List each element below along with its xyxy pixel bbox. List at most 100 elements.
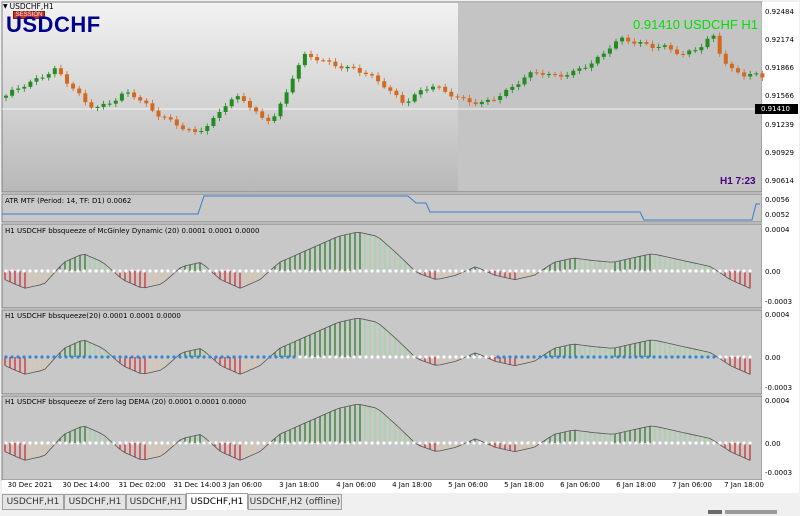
bbsqueeze-squeeze-dot — [160, 355, 164, 359]
zerolag-squeeze-dot — [604, 441, 608, 445]
mcginley-squeeze-dot — [634, 269, 638, 273]
zerolag-squeeze-dot — [616, 441, 620, 445]
zerolag-squeeze-dot — [166, 441, 170, 445]
mcginley-squeeze-dot — [214, 269, 218, 273]
x-tick: 30 Dec 14:00 — [62, 481, 110, 489]
mcginley-squeeze-dot — [460, 269, 464, 273]
zerolag-squeeze-dot — [208, 441, 212, 445]
mcginley-squeeze-dot — [100, 269, 104, 273]
zerolag-squeeze-dot — [256, 441, 260, 445]
zerolag-squeeze-dot — [196, 441, 200, 445]
candle-body — [546, 74, 551, 76]
mcginley-squeeze-dot — [652, 269, 656, 273]
bbsqueeze-squeeze-dot — [442, 355, 446, 359]
mcginley-squeeze-dot — [508, 269, 512, 273]
candle-body — [540, 73, 545, 75]
mcginley-squeeze-dot — [478, 269, 482, 273]
mcginley-squeeze-dot — [316, 269, 320, 273]
mcginley-squeeze-dot — [700, 269, 704, 273]
candle-body — [144, 100, 149, 104]
bbsqueeze-squeeze-dot — [634, 355, 638, 359]
zerolag-squeeze-dot — [562, 441, 566, 445]
candle-body — [534, 72, 539, 74]
x-tick: 4 Jan 06:00 — [336, 481, 376, 489]
x-tick: 31 Dec 14:00 — [173, 481, 221, 489]
zerolag-squeeze-dot — [700, 441, 704, 445]
dropdown-arrow-icon[interactable]: ▼ — [3, 3, 8, 10]
zerolag-squeeze-dot — [100, 441, 104, 445]
bbsqueeze-squeeze-dot — [64, 355, 68, 359]
zerolag-squeeze-dot — [160, 441, 164, 445]
bbsqueeze-squeeze-dot — [250, 355, 254, 359]
mcginley-squeeze-dot — [466, 269, 470, 273]
zerolag-squeeze-dot — [592, 441, 596, 445]
mcginley-squeeze-dot — [220, 269, 224, 273]
bbsqueeze-squeeze-dot — [280, 355, 284, 359]
x-tick: 31 Dec 02:00 — [118, 481, 166, 489]
zerolag-squeeze-dot — [172, 441, 176, 445]
bbsqueeze-squeeze-dot — [688, 355, 692, 359]
mcginley-squeeze-dot — [646, 269, 650, 273]
zerolag-squeeze-dot — [76, 441, 80, 445]
candle-body — [296, 65, 301, 79]
mcginley-squeeze-dot — [502, 269, 506, 273]
zerolag-squeeze-dot — [226, 441, 230, 445]
mcginley-squeeze-dot — [358, 269, 362, 273]
zerolag-squeeze-dot — [550, 441, 554, 445]
candle-body — [89, 102, 94, 108]
zerolag-squeeze-dot — [424, 441, 428, 445]
bbsqueeze-pane — [1, 309, 763, 395]
candle-body — [199, 130, 204, 132]
candle-body — [406, 101, 411, 103]
bbsqueeze-squeeze-dot — [76, 355, 80, 359]
zerolag-squeeze-dot — [58, 441, 62, 445]
candle-body — [400, 95, 405, 103]
bbsqueeze-squeeze-dot — [286, 355, 290, 359]
zerolag-squeeze-dot — [310, 441, 314, 445]
bbsqueeze-squeeze-dot — [136, 355, 140, 359]
candle-body — [687, 50, 692, 55]
candle-body — [363, 72, 368, 75]
candle-body — [302, 53, 307, 66]
mcginley-squeeze-dot — [586, 269, 590, 273]
mcginley-squeeze-dot — [172, 269, 176, 273]
candle-body — [156, 110, 161, 117]
tab-usdchf-h1-active[interactable]: USDCHF,H1 — [186, 493, 248, 510]
mcginley-squeeze-dot — [370, 269, 374, 273]
candle-body — [394, 90, 399, 96]
tab-usdchf-h1[interactable]: USDCHF,H1 — [2, 494, 64, 510]
zerolag-squeeze-dot — [334, 441, 338, 445]
y-tick: 0.0004 — [765, 226, 790, 234]
mcginley-envelope — [4, 232, 751, 289]
mcginley-squeeze-dot — [706, 269, 710, 273]
bbsqueeze-squeeze-dot — [262, 355, 266, 359]
bbsqueeze-squeeze-dot — [394, 355, 398, 359]
candle-body — [736, 68, 740, 73]
candle-body — [620, 37, 625, 42]
x-tick: 5 Jan 06:00 — [448, 481, 488, 489]
tab-usdchf-h2-offline[interactable]: USDCHF,H2 (offline) — [248, 494, 342, 510]
zerolag-squeeze-dot — [532, 441, 536, 445]
x-tick: 6 Jan 06:00 — [560, 481, 600, 489]
zerolag-squeeze-dot — [142, 441, 146, 445]
candle-body — [675, 49, 679, 54]
chart-canvas[interactable] — [0, 0, 800, 494]
bbsqueeze-squeeze-dot — [490, 355, 494, 359]
session-badge: SESSION — [13, 11, 45, 19]
candle-body — [559, 74, 564, 77]
tab-usdchf-h1[interactable]: USDCHF,H1 — [64, 494, 126, 510]
zerolag-squeeze-dot — [268, 441, 272, 445]
mcginley-squeeze-dot — [490, 269, 494, 273]
mcginley-squeeze-dot — [604, 269, 608, 273]
bbsqueeze-squeeze-dot — [94, 355, 98, 359]
candle-body — [693, 50, 698, 52]
tab-usdchf-h1[interactable]: USDCHF,H1 — [126, 494, 186, 510]
zerolag-squeeze-dot — [118, 441, 122, 445]
zerolag-squeeze-dot — [64, 441, 68, 445]
candle-body — [553, 74, 557, 76]
bbsqueeze-squeeze-dot — [232, 355, 236, 359]
bbsqueeze-squeeze-dot — [694, 355, 698, 359]
zerolag-squeeze-dot — [346, 441, 350, 445]
mcginley-squeeze-dot — [256, 269, 260, 273]
zerolag-squeeze-dot — [736, 441, 740, 445]
